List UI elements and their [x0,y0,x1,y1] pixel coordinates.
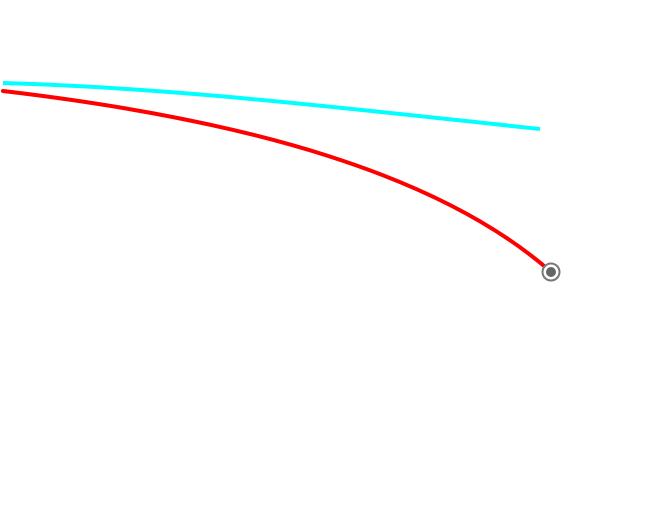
endpoint-handle-dot [546,267,556,277]
endpoint-handle-icon[interactable] [541,262,561,282]
cyan-curve[interactable] [2,81,541,131]
red-curve[interactable] [1,89,552,273]
